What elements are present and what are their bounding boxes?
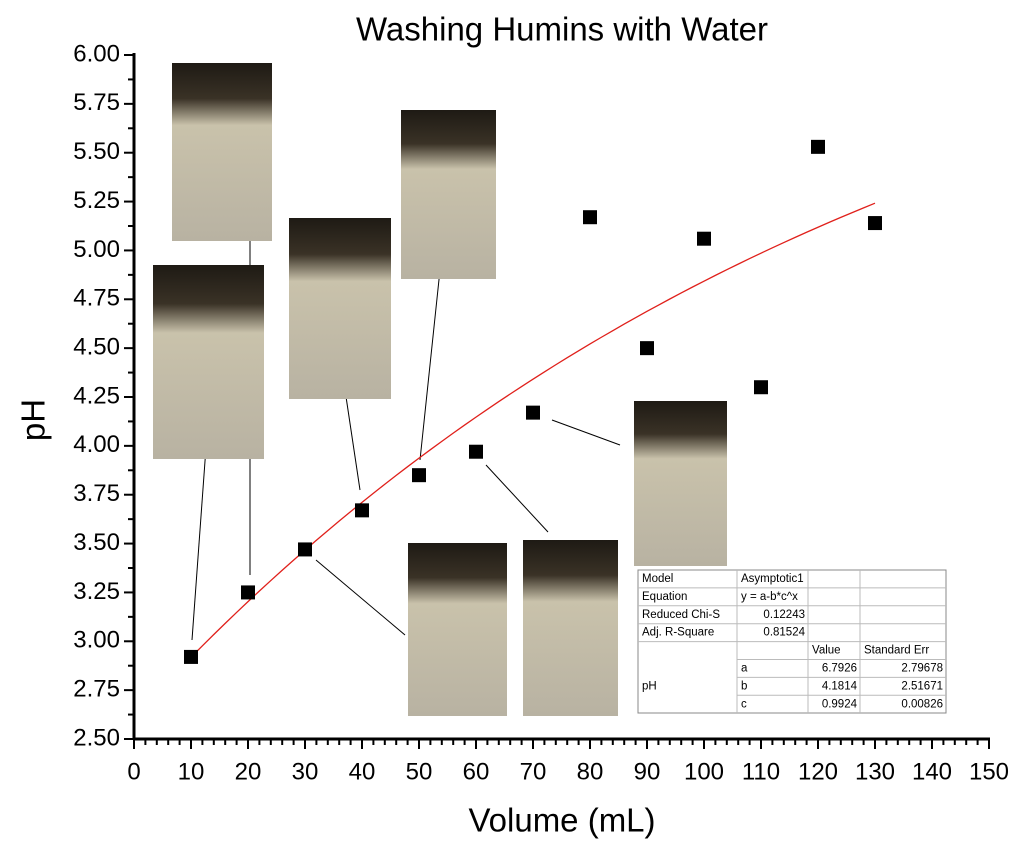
- point: [241, 585, 255, 599]
- x-tick-label: 130: [855, 758, 895, 785]
- x-tick-label: 70: [520, 758, 547, 785]
- table-cell: Equation: [642, 591, 687, 603]
- point: [526, 406, 540, 420]
- y-tick-label: 6.00: [73, 40, 120, 67]
- chart-title: Washing Humins with Water: [356, 11, 768, 48]
- y-tick-label: 4.75: [73, 285, 120, 312]
- x-axis-label: Volume (mL): [468, 802, 655, 839]
- photo: [634, 401, 727, 566]
- table-cell: 0.81524: [763, 627, 805, 639]
- point: [184, 650, 198, 664]
- x-tick-label: 0: [127, 758, 140, 785]
- table-cell: Reduced Chi-S: [642, 609, 720, 621]
- connector: [552, 420, 620, 445]
- table-cell: y = a-b*c^x: [741, 591, 798, 603]
- y-tick-label: 5.00: [73, 236, 120, 263]
- connector: [345, 390, 360, 490]
- y-tick-label: 3.75: [73, 480, 120, 507]
- photo: [401, 110, 496, 279]
- y-tick-label: 5.50: [73, 138, 120, 165]
- table-cell: 0.00826: [901, 698, 943, 710]
- fit-table: Model Asymptotic1 Equation y = a-b*c^x Reduc…: [638, 570, 946, 713]
- x-tick-label: 150: [969, 758, 1009, 785]
- point: [355, 503, 369, 517]
- connector: [316, 560, 405, 635]
- y-tick-label: 2.50: [73, 724, 120, 751]
- x-tick-label: 50: [406, 758, 433, 785]
- chart: Washing Humins with Water Volume (mL) pH…: [0, 0, 1016, 842]
- table-cell: pH: [642, 680, 657, 692]
- y-tick-label: 2.75: [73, 675, 120, 702]
- table-cell: Model: [642, 573, 673, 585]
- y-tick-label: 4.50: [73, 333, 120, 360]
- x-tick-label: 20: [235, 758, 262, 785]
- photo: [172, 63, 272, 241]
- table-cell: 2.79678: [901, 662, 943, 674]
- table-cell: a: [741, 662, 748, 674]
- photo: [523, 540, 618, 716]
- x-tick-label: 120: [798, 758, 838, 785]
- point: [868, 216, 882, 230]
- x-tick-label: 110: [742, 758, 780, 785]
- table-cell: 4.1814: [822, 680, 858, 692]
- x-tick-label: 40: [349, 758, 376, 785]
- table-cell: c: [741, 698, 747, 710]
- table-cell: 2.51671: [901, 680, 943, 692]
- photo: [289, 218, 391, 399]
- y-tick-label: 4.25: [73, 382, 120, 409]
- table-cell: Standard Err: [864, 645, 929, 657]
- y-tick-label: 3.25: [73, 578, 120, 605]
- table-cell: Value: [812, 645, 841, 657]
- y-tick-label: 4.00: [73, 431, 120, 458]
- x-tick-label: 60: [463, 758, 490, 785]
- table-cell: 0.9924: [822, 698, 858, 710]
- table-cell: 0.12243: [763, 609, 805, 621]
- point: [583, 210, 597, 224]
- table-cell: Asymptotic1: [741, 573, 804, 585]
- y-axis-label: pH: [15, 399, 52, 441]
- point: [412, 468, 426, 482]
- table-cell: 6.7926: [822, 662, 857, 674]
- y-tick-label: 3.50: [73, 529, 120, 556]
- y-tick-label: 5.25: [73, 187, 120, 214]
- connector: [486, 465, 548, 532]
- x-tick-label: 140: [912, 758, 952, 785]
- x-tick-label: 80: [577, 758, 604, 785]
- y-tick-label: 3.00: [73, 627, 120, 654]
- table-cell: Adj. R-Square: [642, 627, 714, 639]
- photo: [153, 265, 264, 459]
- x-tick-label: 30: [292, 758, 319, 785]
- connector: [420, 270, 440, 460]
- point: [811, 140, 825, 154]
- table-cell: b: [741, 680, 747, 692]
- x-tick-label: 10: [178, 758, 205, 785]
- x-tick-label: 100: [684, 758, 724, 785]
- point: [754, 380, 768, 394]
- point: [469, 445, 483, 459]
- y-tick-label: 5.75: [73, 89, 120, 116]
- point: [697, 232, 711, 246]
- point: [298, 542, 312, 556]
- photo: [408, 543, 507, 716]
- x-tick-label: 90: [634, 758, 661, 785]
- point: [640, 341, 654, 355]
